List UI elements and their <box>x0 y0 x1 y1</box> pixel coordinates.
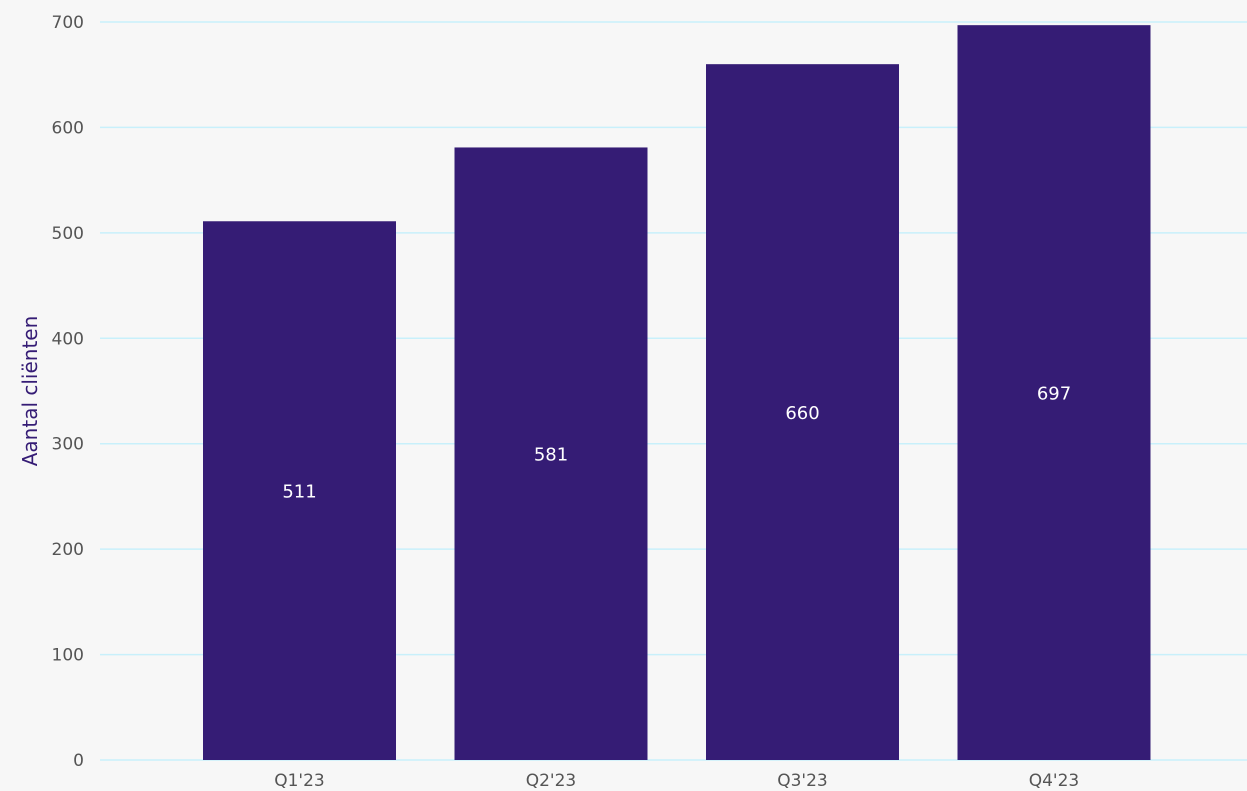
y-tick-label: 200 <box>52 540 84 560</box>
x-axis-ticks: Q1'23 Q2'23 Q3'23 Q4'23 <box>274 771 1079 791</box>
x-tick-label: Q4'23 <box>1029 771 1080 791</box>
bar-q3-23 <box>706 64 899 760</box>
y-tick-label: 500 <box>52 224 84 244</box>
bar-q1-23 <box>203 221 396 760</box>
y-axis-ticks: 0 100 200 300 400 500 600 700 <box>52 13 84 771</box>
bar-q4-23 <box>957 25 1151 761</box>
bars <box>203 25 1151 761</box>
y-tick-label: 700 <box>52 13 84 33</box>
bar-value-label: 697 <box>1037 384 1071 405</box>
bar-q2-23 <box>454 147 648 760</box>
x-tick-label: Q3'23 <box>777 771 828 791</box>
y-tick-label: 0 <box>73 751 84 771</box>
x-tick-label: Q2'23 <box>526 771 577 791</box>
bar-value-label: 581 <box>534 445 568 466</box>
y-tick-label: 300 <box>52 435 84 455</box>
y-tick-label: 400 <box>52 329 84 349</box>
bar-value-label: 660 <box>785 403 819 424</box>
y-tick-label: 600 <box>52 118 84 138</box>
data-labels: 511 581 660 697 <box>282 384 1071 503</box>
y-axis-title: Aantal cliënten <box>18 316 42 467</box>
y-tick-label: 100 <box>52 646 84 666</box>
x-tick-label: Q1'23 <box>274 771 325 791</box>
bar-value-label: 511 <box>282 482 316 503</box>
